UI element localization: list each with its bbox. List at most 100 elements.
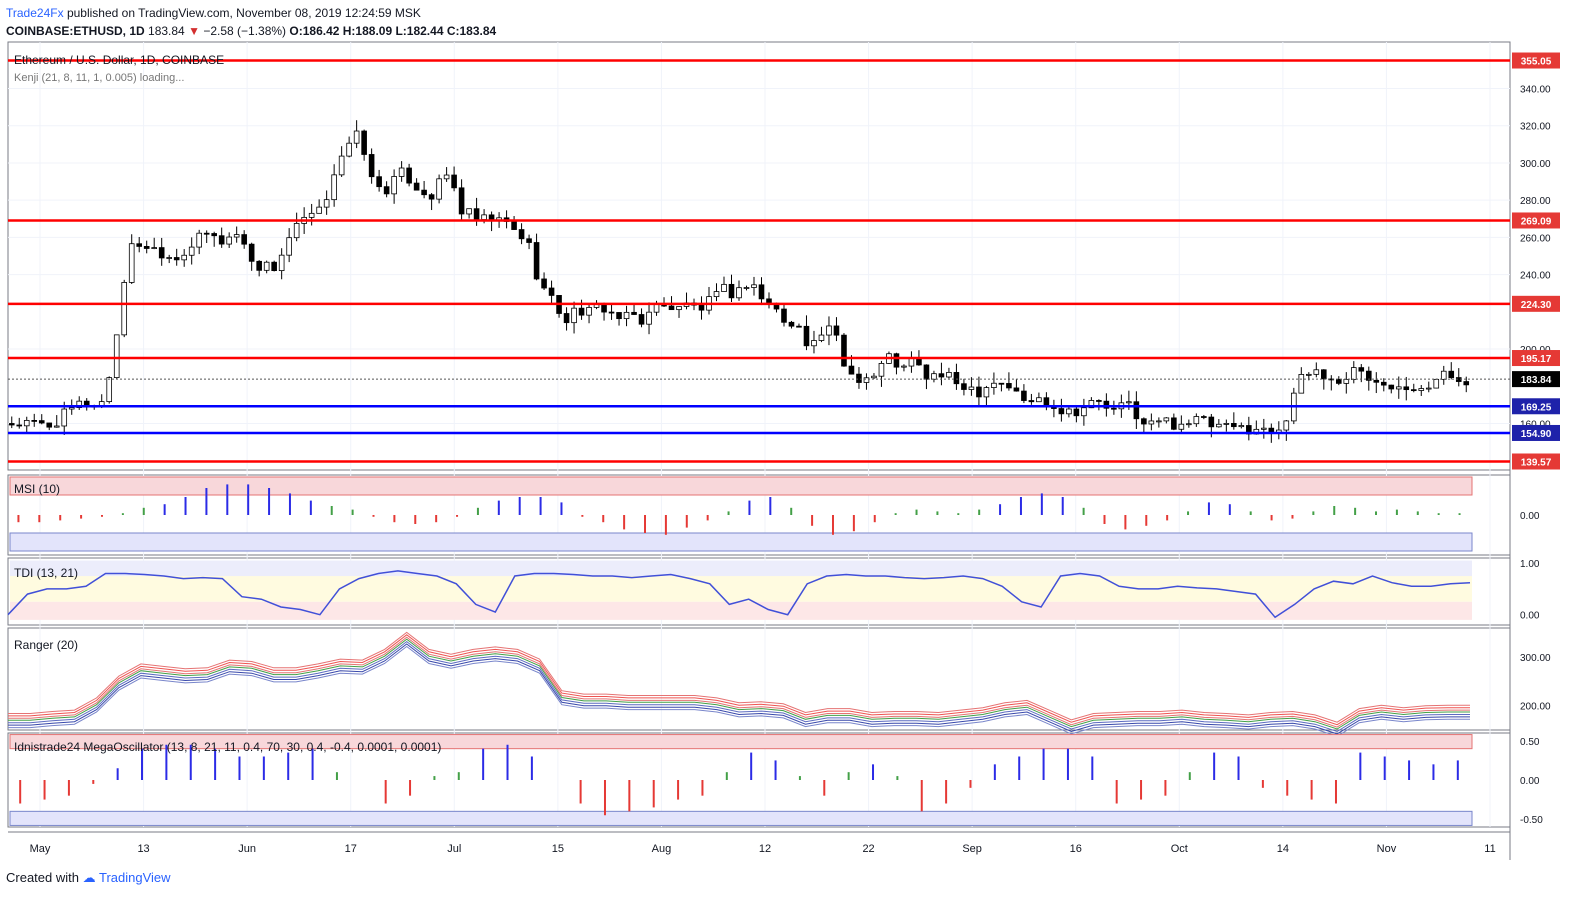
candle-body bbox=[428, 194, 435, 200]
candle-body bbox=[1208, 416, 1215, 428]
candle-body bbox=[23, 420, 30, 427]
candle-body bbox=[16, 424, 23, 427]
tdi-upper-band bbox=[10, 560, 1472, 577]
candle-body bbox=[533, 242, 540, 280]
resistance-level-badge bbox=[1512, 295, 1560, 312]
candle-body bbox=[331, 174, 337, 201]
candle-body bbox=[346, 142, 352, 157]
x-tick-label: Jun bbox=[238, 843, 256, 855]
resistance-level-label: 195.17 bbox=[1521, 354, 1552, 365]
candle-body bbox=[383, 186, 390, 195]
candle-body bbox=[623, 311, 630, 320]
candle-body bbox=[1231, 423, 1237, 428]
candle-body bbox=[1066, 408, 1072, 415]
candle-body bbox=[451, 174, 457, 189]
candle-body bbox=[53, 425, 60, 428]
candle-body bbox=[1238, 425, 1245, 428]
price-change: −2.58 (−1.38%) bbox=[203, 24, 287, 38]
candle-body bbox=[713, 291, 720, 298]
candle-body bbox=[443, 174, 450, 180]
x-tick-label: 16 bbox=[1070, 843, 1082, 855]
candle-body bbox=[991, 382, 997, 388]
candle-body bbox=[931, 373, 937, 380]
candle-body bbox=[811, 340, 817, 347]
candle-body bbox=[871, 375, 877, 379]
candle-body bbox=[1006, 383, 1012, 389]
candle-body bbox=[901, 365, 907, 368]
candle-body bbox=[1261, 427, 1267, 430]
candle-body bbox=[893, 353, 900, 368]
down-arrow-icon: ▼ bbox=[188, 24, 200, 38]
candle-body bbox=[1335, 378, 1342, 384]
created-with-label: Created with bbox=[6, 870, 79, 885]
main-y-tick-label: 260.00 bbox=[1520, 233, 1551, 244]
candle-body bbox=[758, 284, 765, 300]
x-tick-label: 14 bbox=[1277, 843, 1289, 855]
candle-body bbox=[1178, 423, 1185, 430]
resistance-level-label: 269.09 bbox=[1521, 216, 1552, 227]
candle-body bbox=[743, 287, 750, 289]
author-name[interactable]: Trade24Fx bbox=[6, 6, 64, 20]
candle-body bbox=[1013, 387, 1020, 392]
ranger-y-tick-label: 200.00 bbox=[1520, 702, 1551, 713]
candle-body bbox=[1156, 420, 1162, 423]
candle-body bbox=[923, 364, 930, 380]
candle-body bbox=[151, 247, 158, 249]
x-tick-label: Sep bbox=[962, 843, 982, 855]
tradingview-link[interactable]: TradingView bbox=[99, 870, 171, 885]
candle-body bbox=[1440, 370, 1447, 380]
candle-body bbox=[1103, 400, 1110, 409]
resistance-level-label: 355.05 bbox=[1521, 57, 1552, 68]
candle-body bbox=[166, 257, 172, 259]
candle-body bbox=[1448, 370, 1455, 378]
x-tick-label: Jul bbox=[447, 843, 461, 855]
ranger-title: Ranger (20) bbox=[14, 638, 78, 652]
candle-body bbox=[1216, 423, 1222, 428]
resistance-level-badge bbox=[1512, 350, 1560, 367]
candle-body bbox=[1380, 381, 1387, 386]
candle-body bbox=[1028, 400, 1035, 403]
mega-title: Idnistrade24 MegaOscillator (13, 8, 21, … bbox=[14, 740, 441, 754]
candle-body bbox=[61, 408, 68, 427]
candle-body bbox=[946, 372, 952, 378]
candle-body bbox=[518, 229, 525, 240]
mega-y-tick-label: 0.00 bbox=[1520, 776, 1540, 787]
candle-body bbox=[158, 247, 165, 259]
candle-body bbox=[728, 283, 735, 299]
ranger-band-line bbox=[8, 634, 1470, 726]
resistance-level-label: 224.30 bbox=[1521, 300, 1552, 311]
candle-body bbox=[548, 287, 555, 296]
candle-body bbox=[1403, 386, 1410, 391]
candle-body bbox=[938, 373, 945, 378]
candle-body bbox=[616, 312, 622, 320]
candle-body bbox=[1358, 367, 1365, 372]
candle-body bbox=[1193, 416, 1200, 425]
candle-body bbox=[803, 325, 810, 347]
candle-body bbox=[361, 130, 367, 155]
candle-body bbox=[181, 254, 187, 261]
resistance-level-badge bbox=[1512, 453, 1560, 470]
candle-body bbox=[8, 423, 15, 426]
candle-body bbox=[781, 308, 787, 323]
candle-body bbox=[128, 243, 135, 283]
candle-body bbox=[1021, 390, 1027, 401]
candle-body bbox=[1148, 420, 1155, 425]
candle-body bbox=[676, 306, 682, 311]
candle-body bbox=[338, 155, 345, 176]
candle-body bbox=[481, 214, 487, 220]
msi-y-tick-label: 0.00 bbox=[1520, 511, 1540, 522]
ranger-band-line bbox=[8, 643, 1470, 735]
candle-body bbox=[323, 199, 330, 208]
candle-body bbox=[196, 232, 202, 248]
candle-body bbox=[1036, 397, 1042, 403]
tdi-neutral-band bbox=[10, 576, 1472, 602]
tdi-title: TDI (13, 21) bbox=[14, 566, 78, 580]
tdi-y-tick-label: 0.00 bbox=[1520, 611, 1540, 622]
candle-body bbox=[856, 373, 862, 383]
support-level-label: 154.90 bbox=[1521, 429, 1552, 440]
candle-body bbox=[526, 238, 532, 243]
ranger-y-tick-label: 300.00 bbox=[1520, 653, 1551, 664]
candle-body bbox=[638, 314, 645, 325]
candle-body bbox=[563, 313, 570, 324]
